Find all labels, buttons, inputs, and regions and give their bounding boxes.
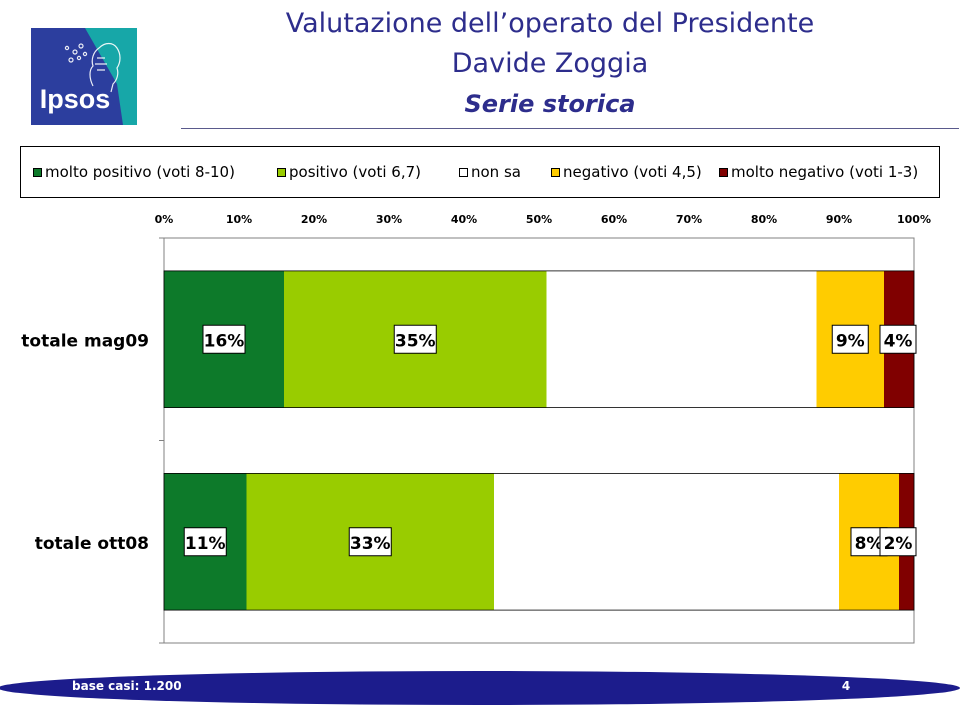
bar-segment: [546, 270, 817, 408]
x-tick-label: 100%: [897, 213, 931, 226]
legend-item: non sa: [459, 163, 521, 181]
x-tick-label: 50%: [526, 213, 552, 226]
page-title-name: Davide Zoggia: [451, 48, 649, 79]
category-label: totale mag09: [21, 331, 149, 351]
svg-text:4%: 4%: [884, 331, 913, 351]
svg-text:35%: 35%: [395, 331, 436, 351]
legend-swatch: [277, 167, 286, 177]
page-subtitle: Serie storica: [464, 90, 636, 118]
data-label: 11%: [183, 527, 227, 557]
x-tick-label: 10%: [226, 213, 252, 226]
x-tick-label: 40%: [451, 213, 477, 226]
x-tick-label: 70%: [676, 213, 702, 226]
legend-swatch: [33, 167, 42, 177]
stacked-bar-chart: 0% 10% 20% 30% 40% 50% 60% 70% 80% 90% 100% totale …: [21, 213, 931, 644]
category-label: totale ott08: [35, 534, 149, 554]
svg-text:2%: 2%: [884, 534, 913, 554]
x-tick-label: 80%: [751, 213, 777, 226]
data-label: 33%: [348, 527, 392, 557]
svg-text:Ipsos: Ipsos: [40, 84, 111, 114]
x-tick-label: 30%: [376, 213, 402, 226]
svg-text:16%: 16%: [204, 331, 245, 351]
legend-item: molto negativo (voti 1-3): [719, 163, 919, 181]
data-label: 9%: [831, 324, 869, 354]
svg-text:33%: 33%: [350, 534, 391, 554]
ipsos-logo: Ipsos: [31, 28, 137, 125]
svg-text:9%: 9%: [836, 331, 865, 351]
page-number: 4: [841, 679, 851, 693]
legend-item: molto positivo (voti 8-10): [33, 163, 235, 181]
svg-text:11%: 11%: [185, 534, 226, 554]
svg-text:8%: 8%: [855, 534, 884, 554]
page-title: Valutazione dell’operato del Presidente: [285, 8, 815, 39]
data-label: 16%: [202, 324, 246, 354]
legend-label: positivo (voti 6,7): [289, 163, 421, 181]
data-label: 4%: [879, 324, 917, 354]
x-tick-label: 0%: [155, 213, 174, 226]
data-label: 35%: [393, 324, 437, 354]
x-tick-label: 60%: [601, 213, 627, 226]
legend-label: molto positivo (voti 8-10): [45, 163, 235, 181]
footer-band: [0, 671, 960, 705]
legend-item: positivo (voti 6,7): [277, 163, 421, 181]
base-note: base casi: 1.200: [72, 679, 182, 693]
data-label: 2%: [879, 527, 917, 557]
legend-label: molto negativo (voti 1-3): [731, 163, 919, 181]
legend-swatch: [719, 167, 728, 177]
legend-swatch: [551, 167, 560, 177]
title-divider: [181, 128, 959, 129]
legend-label: non sa: [471, 163, 521, 181]
bar-segment: [494, 473, 839, 611]
x-tick-label: 90%: [826, 213, 852, 226]
x-tick-label: 20%: [301, 213, 327, 226]
legend-item: negativo (voti 4,5): [551, 163, 702, 181]
legend-swatch: [459, 167, 468, 177]
chart-legend: molto positivo (voti 8-10) positivo (voti…: [20, 146, 940, 198]
legend-label: negativo (voti 4,5): [563, 163, 702, 181]
